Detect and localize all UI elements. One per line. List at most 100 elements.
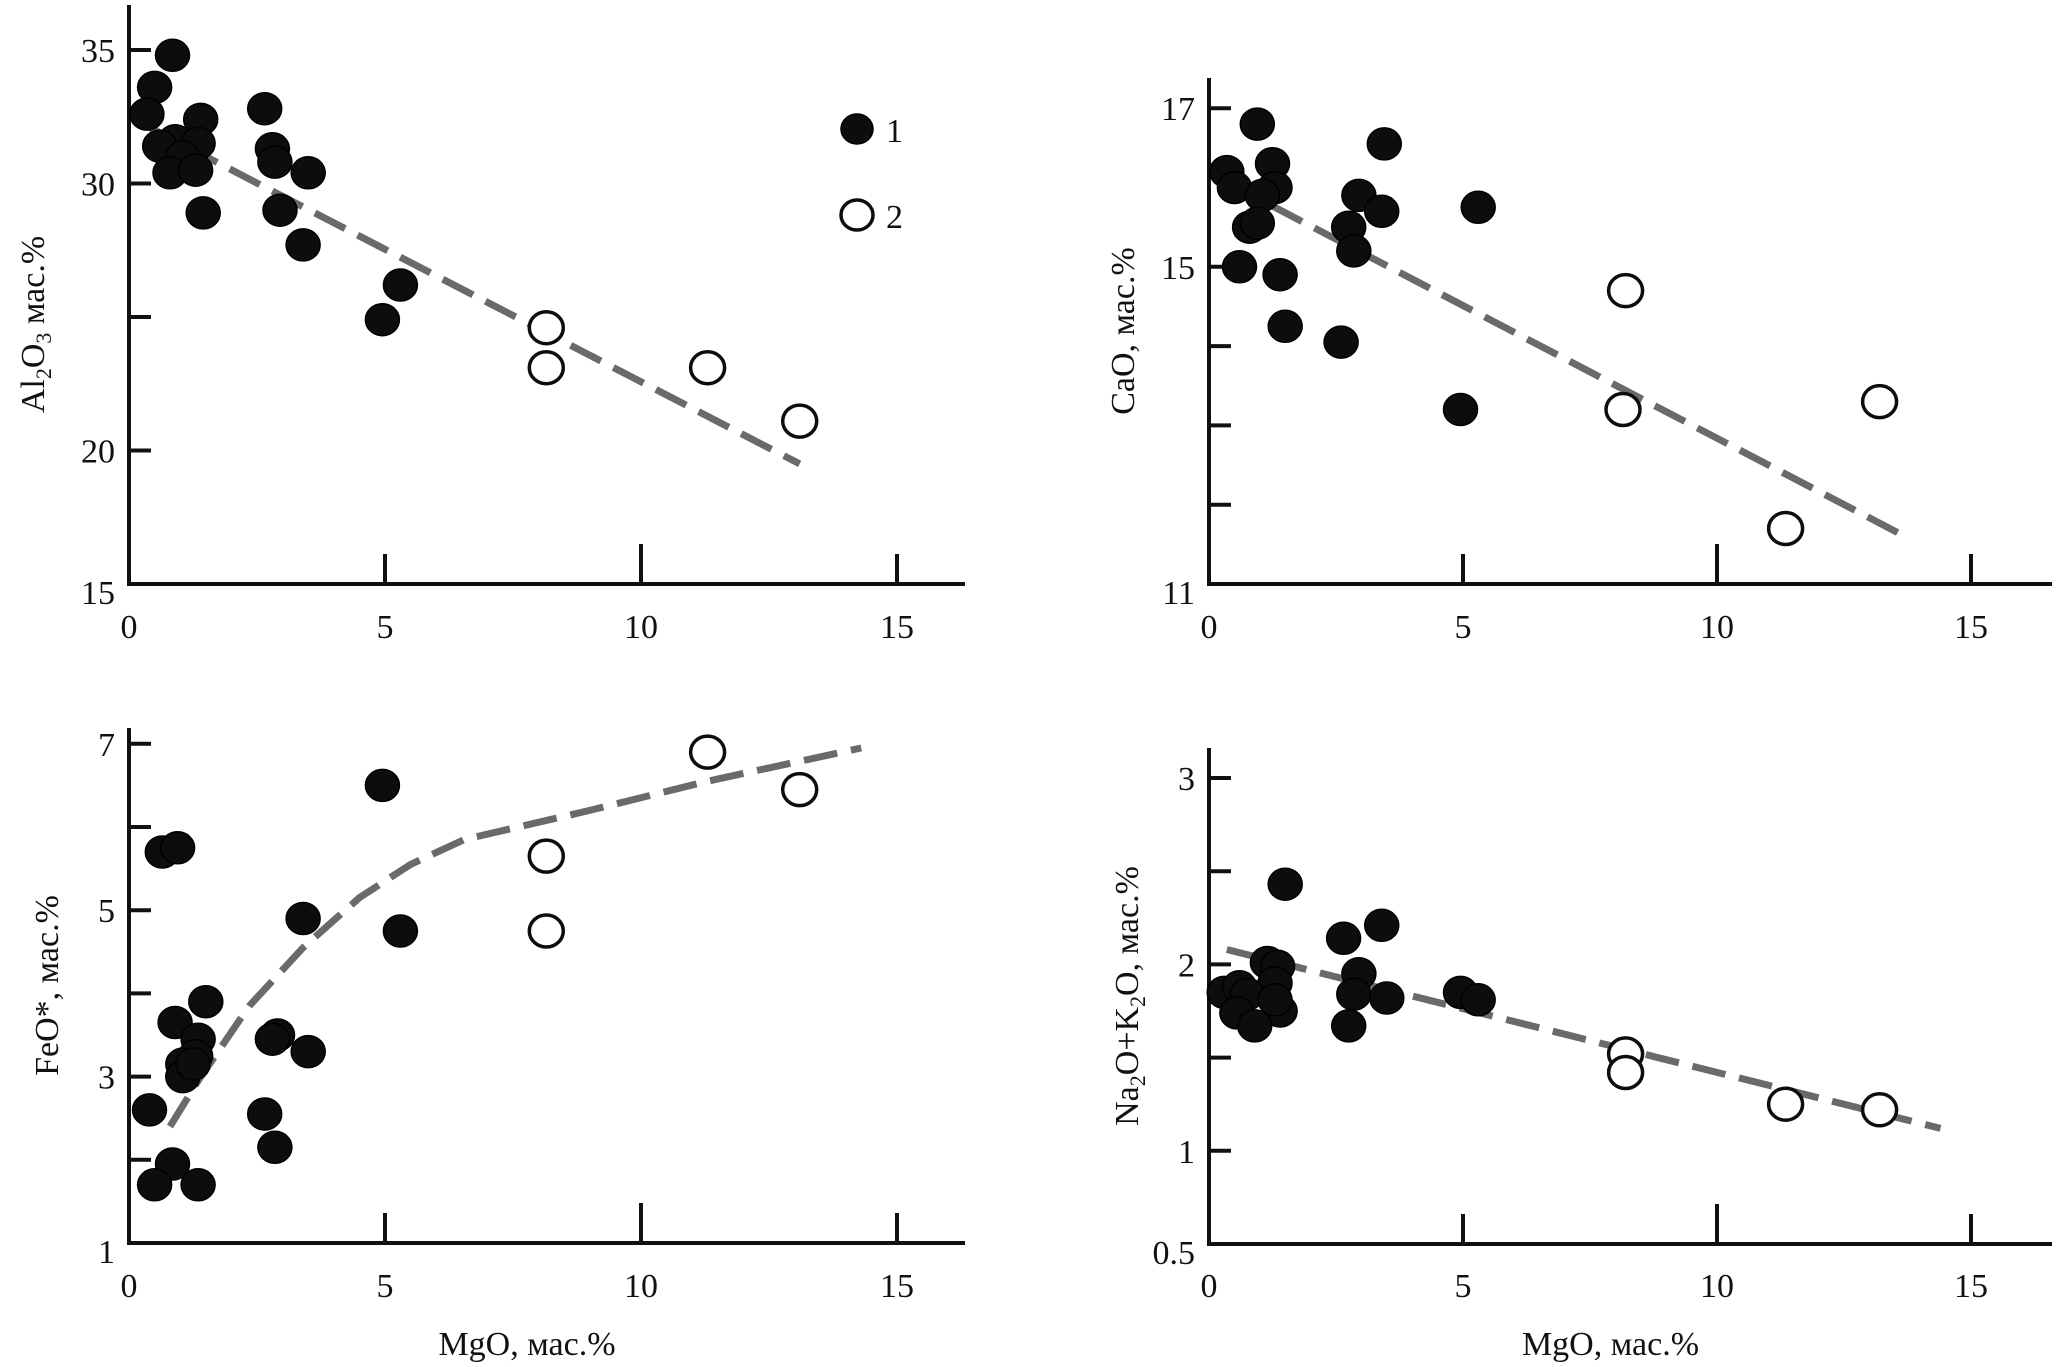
y-axis-title: Al2O3 мас.% bbox=[15, 236, 56, 413]
data-point-group-1 bbox=[1336, 977, 1372, 1011]
data-point-group-1 bbox=[180, 1168, 216, 1202]
data-point-group-1 bbox=[1325, 921, 1362, 956]
data-point-group-1 bbox=[129, 97, 165, 131]
x-tick-label: 15 bbox=[1954, 1268, 1988, 1305]
y-tick-label: 30 bbox=[81, 167, 115, 204]
data-point-group-1 bbox=[1369, 981, 1405, 1015]
y-axis-title: Na2O+K2O, мас.% bbox=[1109, 866, 1150, 1126]
x-tick-label: 0 bbox=[1201, 609, 1218, 646]
data-point-group-1 bbox=[257, 1130, 293, 1165]
data-point-group-2 bbox=[1860, 383, 1899, 420]
y-axis-title-part: 3 bbox=[31, 333, 56, 344]
y-tick-label: 35 bbox=[81, 33, 115, 70]
data-point-group-1 bbox=[364, 302, 401, 337]
data-point-group-2 bbox=[1766, 510, 1805, 547]
data-point-group-2 bbox=[527, 838, 566, 874]
y-axis-title-part: мас.% bbox=[15, 236, 52, 333]
x-tick-label: 10 bbox=[1700, 609, 1734, 646]
y-tick-label: 17 bbox=[1161, 91, 1195, 128]
data-point-group-1 bbox=[1236, 1009, 1273, 1043]
y-axis-title-part: 2 bbox=[31, 368, 56, 379]
data-point-group-1 bbox=[382, 268, 419, 302]
y-axis-title: FeO*, мас.% bbox=[29, 895, 66, 1076]
data-point-group-1 bbox=[1267, 309, 1303, 344]
data-point-group-1 bbox=[1221, 250, 1258, 284]
y-tick-label: 0.5 bbox=[1153, 1235, 1196, 1272]
data-point-group-2 bbox=[780, 403, 819, 439]
data-point-group-2 bbox=[1606, 272, 1645, 309]
data-point-group-1 bbox=[257, 145, 293, 179]
data-point-group-1 bbox=[1239, 107, 1276, 141]
trend-line bbox=[1225, 946, 1942, 1132]
y-tick-label: 2 bbox=[1178, 947, 1195, 984]
y-axis-title-part: O bbox=[15, 344, 52, 369]
x-tick-label: 5 bbox=[377, 1268, 394, 1305]
trend-line bbox=[142, 121, 802, 468]
data-point-group-1 bbox=[246, 91, 283, 126]
x-tick-label: 0 bbox=[121, 1268, 138, 1305]
data-point-group-1 bbox=[1336, 234, 1372, 268]
x-tick-label: 5 bbox=[1455, 1268, 1472, 1305]
data-point-group-1 bbox=[1244, 178, 1281, 213]
data-point-group-1 bbox=[1366, 127, 1403, 161]
y-axis-title-part: O, мас.% bbox=[1109, 866, 1146, 996]
legend-label-2: 2 bbox=[886, 199, 903, 236]
data-point-group-1 bbox=[1363, 194, 1400, 229]
data-point-group-2 bbox=[1766, 1086, 1805, 1122]
legend-label-1: 1 bbox=[886, 113, 903, 150]
data-point-group-1 bbox=[1460, 983, 1496, 1017]
x-tick-label: 10 bbox=[624, 1268, 658, 1305]
y-axis-title-part: Al bbox=[15, 379, 52, 413]
data-point-group-1 bbox=[364, 768, 401, 803]
x-tick-label: 10 bbox=[1700, 1268, 1734, 1305]
data-point-group-1 bbox=[154, 38, 191, 73]
panel-cao: 0 5 10 15 11 15 17 CaO, мас.% bbox=[1105, 78, 2052, 646]
data-point-group-1 bbox=[1267, 867, 1303, 901]
data-point-group-1 bbox=[136, 1168, 173, 1202]
data-point-group-1 bbox=[262, 193, 298, 227]
x-tick-label: 5 bbox=[377, 609, 394, 646]
data-point-group-2 bbox=[688, 734, 727, 770]
data-point-group-2 bbox=[527, 913, 566, 949]
data-point-group-2 bbox=[527, 349, 566, 386]
y-tick-label: 3 bbox=[1178, 761, 1195, 798]
x-tick-label: 15 bbox=[1954, 609, 1988, 646]
data-point-group-2 bbox=[780, 771, 819, 808]
data-point-group-2 bbox=[527, 309, 566, 346]
y-axis-title-part: 2 bbox=[1125, 996, 1150, 1007]
data-point-group-2 bbox=[1860, 1092, 1899, 1128]
data-point-group-1 bbox=[188, 984, 224, 1019]
data-point-group-1 bbox=[1239, 206, 1276, 240]
y-axis-title-part: CaO, мас.% bbox=[1105, 247, 1142, 415]
y-axis-title-part: 2 bbox=[1125, 1075, 1150, 1086]
data-point-group-1 bbox=[1442, 392, 1479, 427]
x-tick-label: 5 bbox=[1455, 609, 1472, 646]
x-axis-title: MgO, мас.% bbox=[438, 1326, 615, 1363]
x-tick-label: 0 bbox=[121, 609, 138, 646]
y-tick-label: 7 bbox=[98, 727, 115, 764]
y-tick-label: 1 bbox=[98, 1234, 115, 1271]
data-point-group-1 bbox=[290, 1034, 326, 1069]
data-point-group-1 bbox=[254, 1022, 291, 1056]
y-axis-title-part: O+K bbox=[1109, 1007, 1146, 1076]
data-point-group-2 bbox=[1606, 1054, 1645, 1091]
data-point-group-2 bbox=[688, 349, 727, 386]
y-tick-label: 15 bbox=[1161, 250, 1195, 287]
data-point-group-1 bbox=[382, 914, 419, 948]
x-tick-label: 10 bbox=[624, 609, 658, 646]
y-tick-label: 3 bbox=[98, 1060, 115, 1097]
data-point-group-1 bbox=[131, 1093, 168, 1127]
y-axis-title: CaO, мас.% bbox=[1105, 247, 1142, 415]
data-point-group-1 bbox=[1330, 1009, 1367, 1043]
data-point-group-1 bbox=[290, 156, 326, 190]
data-point-group-1 bbox=[1323, 325, 1359, 359]
y-axis-title-part: FeO*, мас.% bbox=[29, 895, 66, 1076]
y-tick-label: 1 bbox=[1178, 1134, 1195, 1171]
data-point-group-1 bbox=[285, 901, 321, 936]
y-tick-label: 15 bbox=[81, 575, 115, 612]
trend-line bbox=[167, 744, 862, 1129]
data-point-group-1 bbox=[1363, 908, 1400, 943]
